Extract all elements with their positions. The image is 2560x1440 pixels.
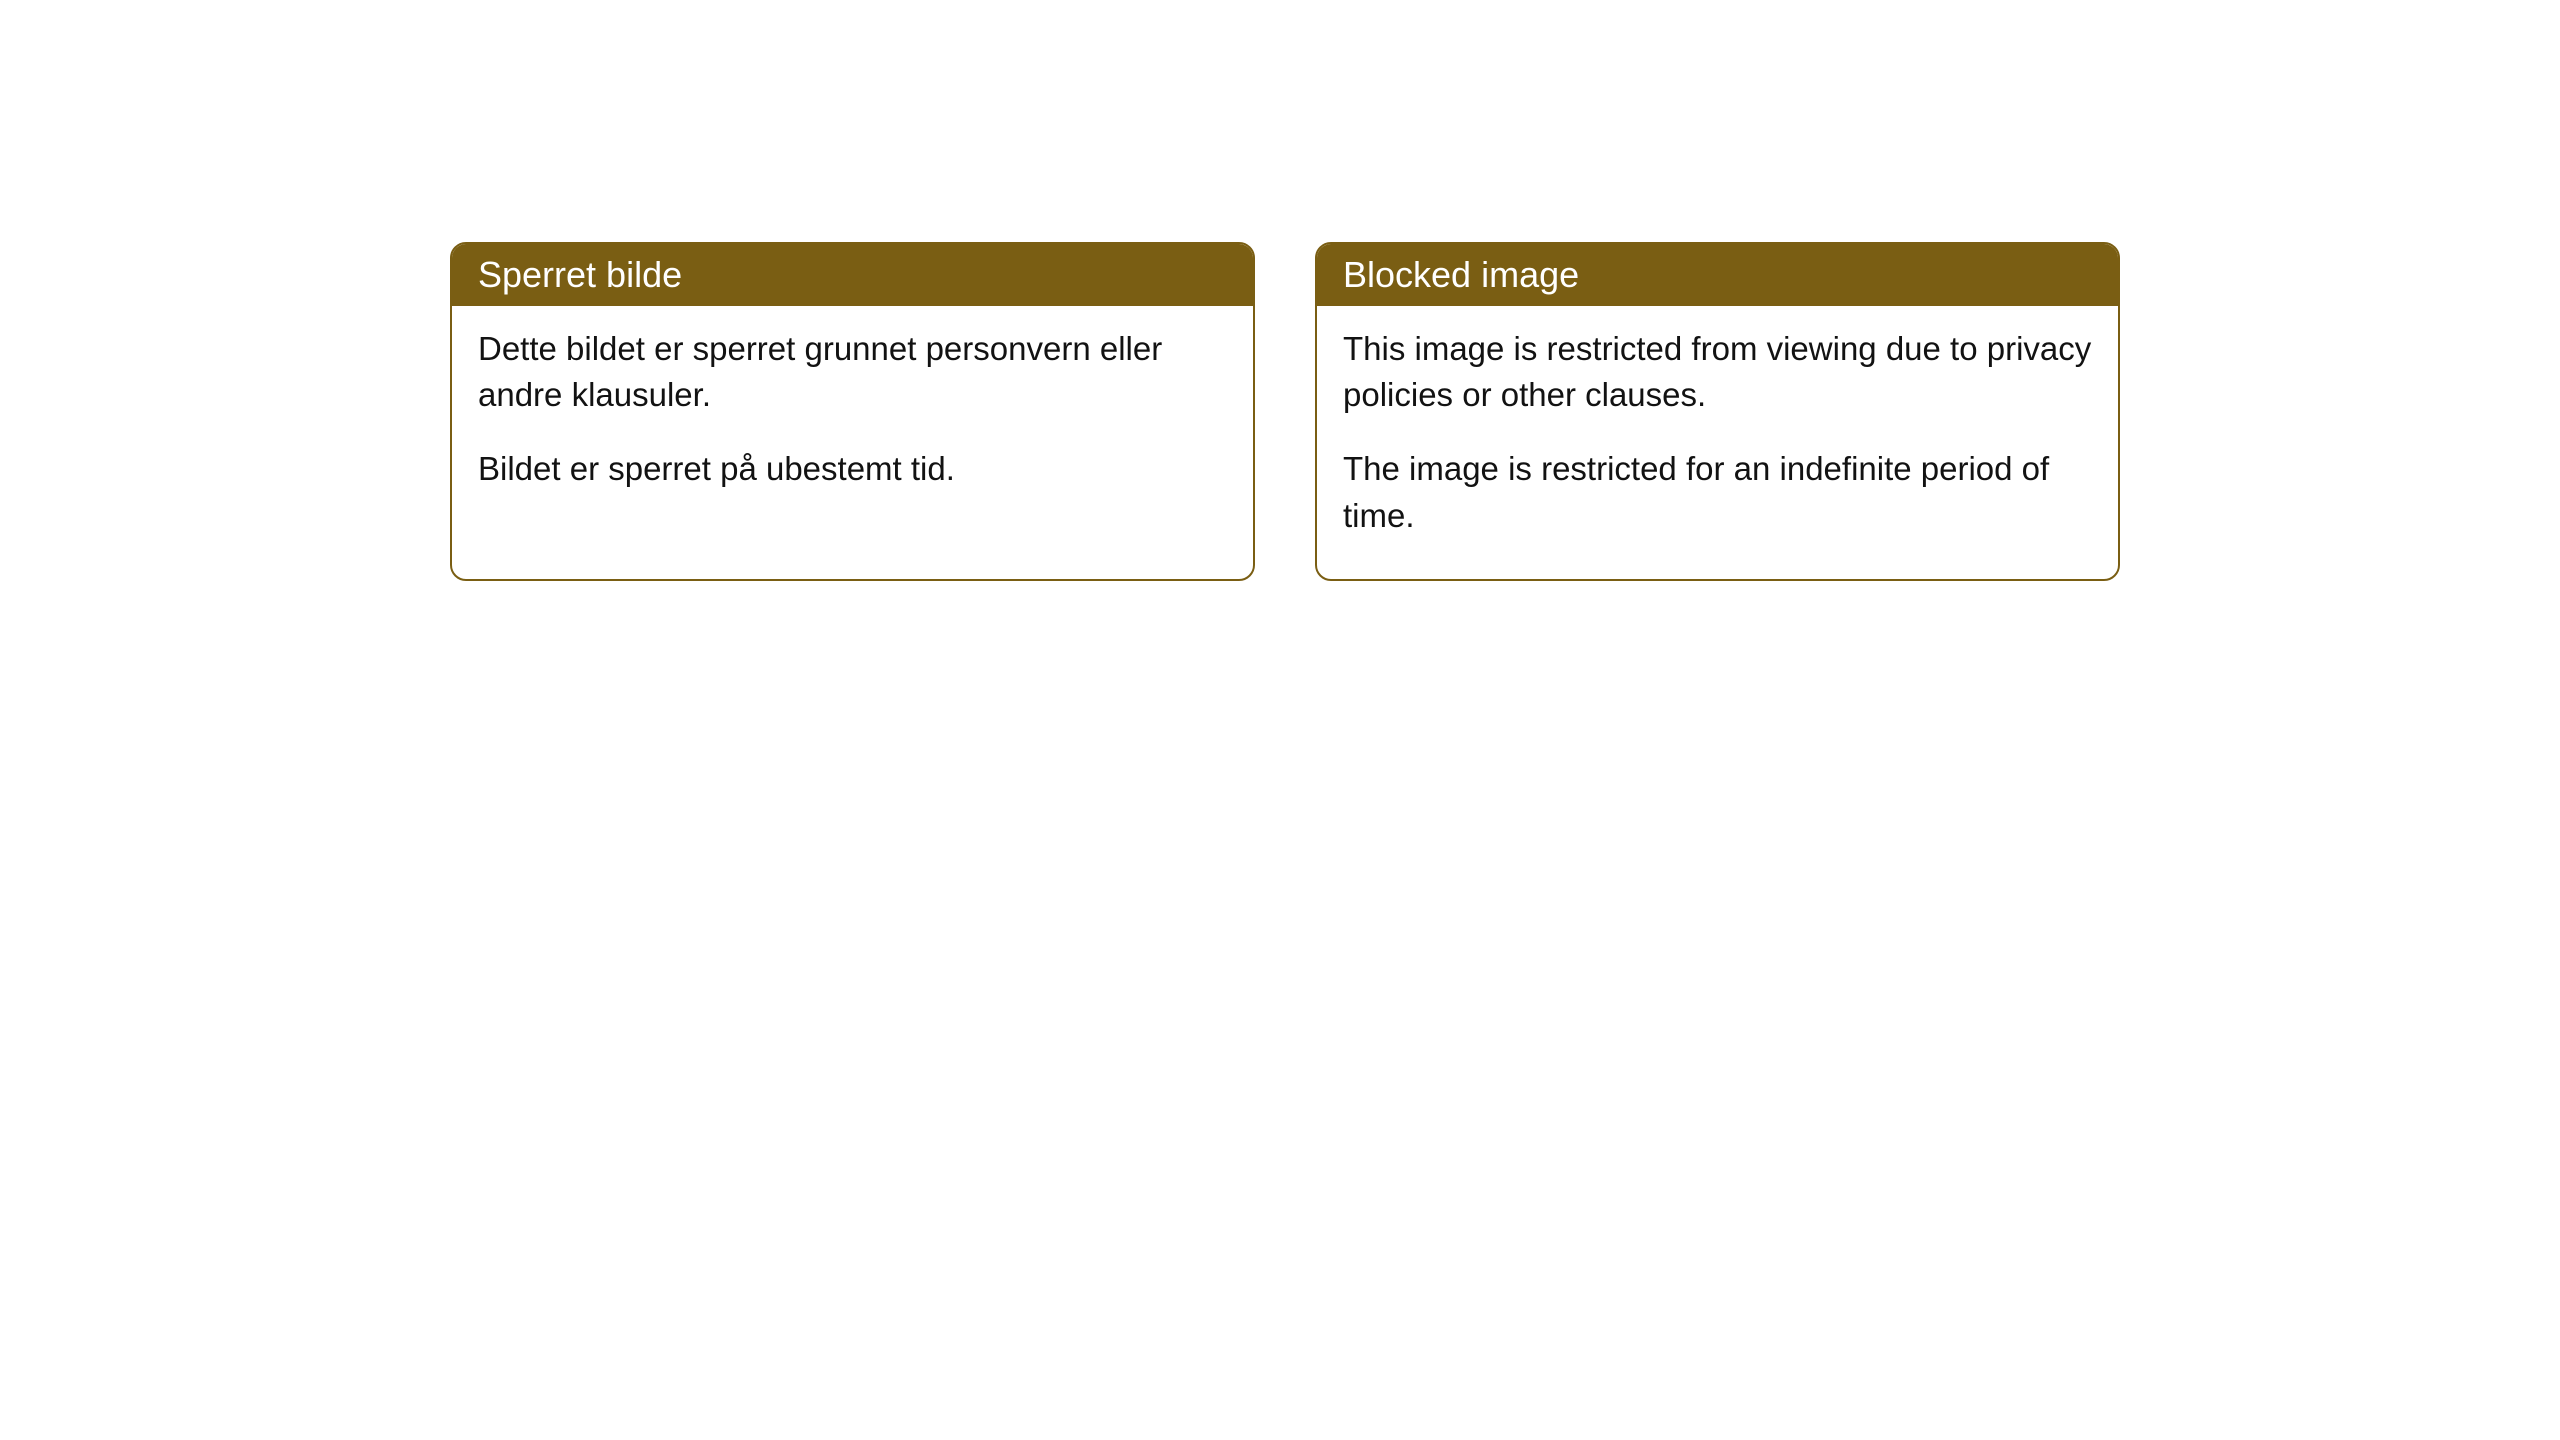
card-paragraph: The image is restricted for an indefinit…	[1343, 446, 2092, 538]
notice-cards-container: Sperret bilde Dette bildet er sperret gr…	[450, 242, 2120, 581]
card-body: Dette bildet er sperret grunnet personve…	[452, 306, 1253, 533]
notice-card-english: Blocked image This image is restricted f…	[1315, 242, 2120, 581]
card-header: Sperret bilde	[452, 244, 1253, 306]
card-paragraph: Bildet er sperret på ubestemt tid.	[478, 446, 1227, 492]
card-paragraph: Dette bildet er sperret grunnet personve…	[478, 326, 1227, 418]
notice-card-norwegian: Sperret bilde Dette bildet er sperret gr…	[450, 242, 1255, 581]
card-body: This image is restricted from viewing du…	[1317, 306, 2118, 579]
card-title: Blocked image	[1343, 254, 1579, 295]
card-paragraph: This image is restricted from viewing du…	[1343, 326, 2092, 418]
card-header: Blocked image	[1317, 244, 2118, 306]
card-title: Sperret bilde	[478, 254, 682, 295]
